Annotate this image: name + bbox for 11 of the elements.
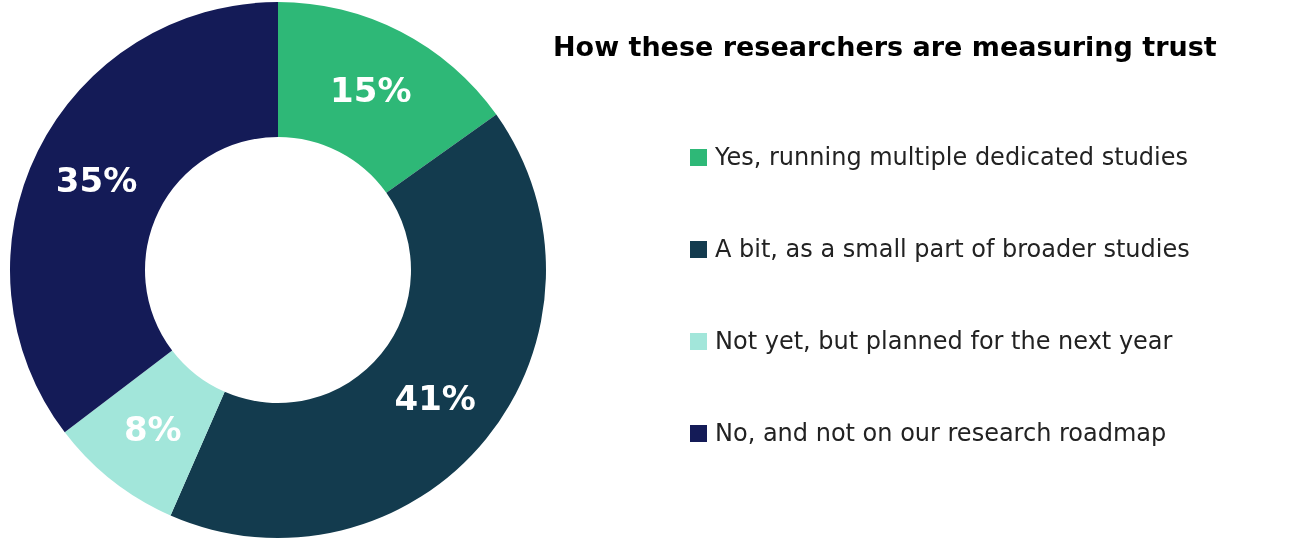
- donut-slice: [64, 350, 225, 516]
- legend-label: Not yet, but planned for the next year: [715, 327, 1173, 356]
- data-label: 41%: [394, 377, 476, 418]
- data-label: 35%: [55, 159, 138, 200]
- data-label: 15%: [330, 69, 412, 110]
- legend-label: A bit, as a small part of broader studies: [715, 235, 1190, 264]
- legend-label: Yes, running multiple dedicated studies: [714, 143, 1189, 172]
- data-label: 8%: [123, 409, 182, 450]
- legend-label: No, and not on our research roadmap: [715, 419, 1167, 448]
- donut-slice: [278, 2, 497, 193]
- text: How these researchers are measuring trust: [553, 31, 1217, 62]
